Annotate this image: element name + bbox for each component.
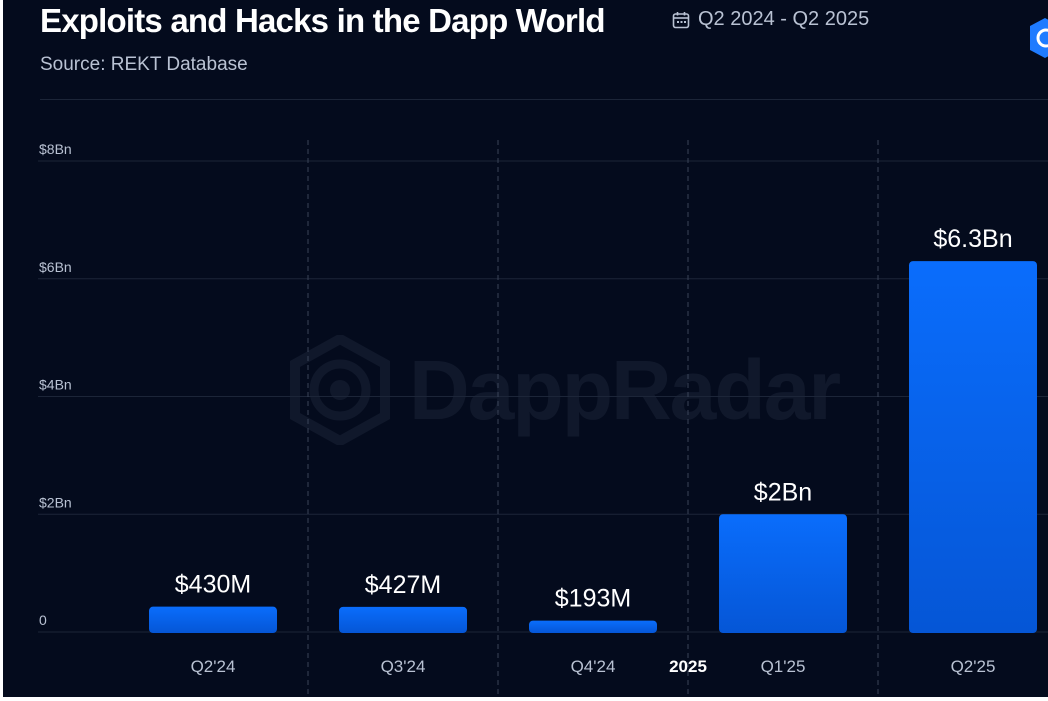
bar-value-label: $193M: [555, 585, 631, 613]
bar: [339, 606, 467, 633]
bar: [909, 261, 1037, 633]
bar-value-label: $2Bn: [754, 478, 812, 506]
bar: [529, 620, 657, 633]
y-tick-label: $8Bn: [39, 141, 72, 157]
year-marker-label: 2025: [669, 657, 707, 676]
dappradar-badge-icon: [1030, 18, 1048, 58]
bar: [149, 606, 277, 633]
calendar-icon: [672, 11, 690, 28]
x-tick-label: Q1'25: [761, 657, 806, 676]
x-tick-label: Q2'25: [951, 657, 996, 676]
y-tick-label: $2Bn: [39, 494, 72, 510]
x-tick-label: Q4'24: [571, 657, 616, 676]
date-range: Q2 2024 - Q2 2025: [672, 8, 869, 31]
x-tick-label: Q3'24: [381, 657, 426, 676]
header-divider: [40, 99, 1048, 100]
chart-panel: Exploits and Hacks in the Dapp World Q2 …: [3, 0, 1048, 697]
y-tick-label: $6Bn: [39, 259, 72, 275]
chart-source: Source: REKT Database: [40, 54, 248, 75]
date-range-label: Q2 2024 - Q2 2025: [698, 8, 870, 30]
bar-chart: 0 $2Bn $4Bn $6Bn $8Bn $430M Q2'24 $427M Q3'24 $19…: [38, 140, 1048, 697]
bar-value-label: $427M: [365, 571, 441, 599]
y-tick-label: 0: [39, 612, 47, 628]
y-tick-label: $4Bn: [39, 377, 72, 393]
chart-title: Exploits and Hacks in the Dapp World: [40, 2, 605, 39]
bar-value-label: $430M: [175, 571, 251, 599]
x-tick-label: Q2'24: [191, 657, 236, 676]
bar: [719, 514, 847, 633]
bar-value-label: $6.3Bn: [933, 225, 1012, 253]
